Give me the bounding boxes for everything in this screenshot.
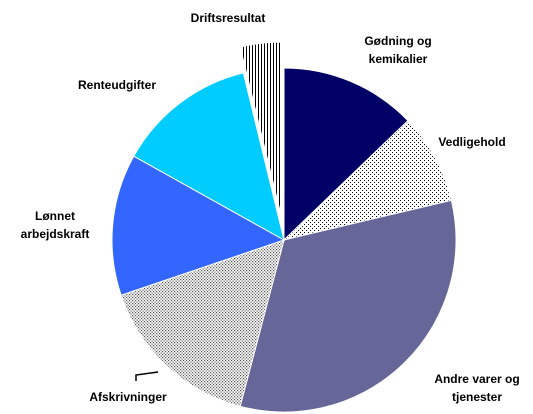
pie-slice (239, 199, 457, 413)
slice-label: Vedligehold (438, 135, 506, 149)
slice-label: Gødning og kemikalier (364, 34, 432, 66)
slice-label: Driftsresultat (190, 11, 266, 25)
pie-slice (239, 41, 282, 215)
slice-label: Renteudgifter (78, 78, 156, 92)
leader-line (135, 371, 159, 381)
slice-label: Andre varer og tjenester (434, 372, 520, 404)
pie-slice (283, 67, 409, 242)
slice-label: Afskrivninger (89, 390, 167, 404)
pie-slice (133, 72, 285, 241)
slice-label: Lønnet arbejdskraft (20, 209, 90, 241)
pie-slice (111, 155, 286, 296)
